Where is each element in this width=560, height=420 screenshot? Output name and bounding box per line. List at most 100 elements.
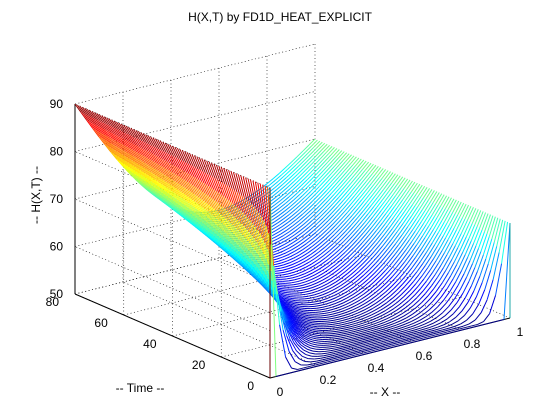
- surface-line: [373, 313, 380, 318]
- surface-line: [384, 239, 392, 248]
- surface-line: [285, 292, 292, 294]
- surface-line: [309, 352, 316, 355]
- surface-line: [360, 224, 368, 232]
- surface-line: [329, 325, 336, 328]
- surface-line: [182, 192, 190, 204]
- surface-line: [323, 316, 330, 319]
- surface-line: [296, 150, 304, 158]
- surface-line: [345, 284, 352, 290]
- surface-line: [110, 132, 118, 142]
- surface-line: [423, 298, 431, 306]
- surface-line: [306, 286, 314, 290]
- surface-line: [140, 180, 148, 188]
- surface-line: [358, 170, 366, 179]
- surface-line: [454, 288, 461, 300]
- surface-line: [320, 143, 328, 151]
- surface-line: [337, 343, 345, 347]
- surface-line: [223, 167, 231, 188]
- surface-line: [128, 158, 136, 168]
- surface-line: [246, 199, 254, 224]
- surface-line: [380, 318, 388, 322]
- surface-line: [171, 190, 179, 201]
- surface-line: [417, 304, 425, 311]
- surface-line: [160, 178, 168, 189]
- surface-line: [335, 294, 343, 299]
- surface-line: [317, 272, 324, 277]
- surface-line: [297, 241, 305, 247]
- surface-line: [148, 144, 156, 156]
- surface-line: [333, 275, 340, 281]
- surface-line: [282, 178, 290, 185]
- surface-line: [383, 226, 391, 236]
- surface-line: [340, 353, 347, 356]
- surface-line: [147, 164, 155, 175]
- surface-line: [306, 328, 313, 332]
- surface-line: [199, 205, 207, 217]
- surface-line: [325, 213, 332, 220]
- surface-line: [222, 240, 230, 250]
- surface-line: [408, 230, 416, 241]
- surface-line: [177, 206, 185, 215]
- surface-line: [254, 226, 262, 250]
- surface-line: [188, 203, 196, 214]
- surface-line: [394, 271, 402, 279]
- surface-line: [164, 174, 172, 186]
- surface-line: [313, 224, 320, 232]
- surface-line: [364, 162, 372, 171]
- surface-line: [412, 195, 420, 205]
- surface-line: [359, 345, 366, 348]
- surface-line: [409, 307, 417, 313]
- surface-line: [318, 228, 325, 235]
- surface-line: [138, 179, 146, 187]
- surface-line: [180, 191, 187, 202]
- surface-line: [125, 139, 133, 150]
- surface-line: [409, 283, 417, 292]
- surface-line: [400, 237, 408, 247]
- surface-line: [361, 287, 368, 293]
- surface-line: [353, 346, 360, 350]
- surface-line: [381, 311, 389, 316]
- surface-line: [185, 162, 193, 176]
- surface-line: [210, 229, 218, 239]
- surface-line: [411, 232, 419, 242]
- surface-line: [186, 188, 194, 201]
- surface-line: [231, 231, 239, 245]
- surface-line: [376, 245, 384, 254]
- z-tick-label: 50: [50, 287, 64, 301]
- surface-line: [109, 147, 117, 156]
- surface-line: [287, 301, 295, 305]
- surface-line: [398, 200, 406, 210]
- surface-line: [242, 176, 250, 203]
- surface-line: [309, 193, 316, 201]
- surface-line: [353, 219, 360, 228]
- surface-line: [437, 194, 445, 206]
- surface-line: [379, 190, 387, 200]
- surface-line: [358, 348, 365, 352]
- surface-line: [360, 311, 367, 315]
- surface-line: [406, 336, 413, 340]
- surface-line: [199, 216, 207, 227]
- surface-line: [321, 162, 328, 170]
- surface-line: [331, 316, 338, 320]
- surface-line: [382, 284, 390, 291]
- surface-line: [288, 251, 295, 256]
- surface-line: [356, 326, 364, 330]
- surface-line: [276, 256, 283, 260]
- surface-line: [374, 188, 382, 197]
- surface-line: [389, 346, 397, 349]
- surface-line: [386, 297, 394, 304]
- surface-line: [275, 226, 283, 231]
- surface-line: [223, 225, 231, 238]
- surface-line: [330, 321, 337, 324]
- surface-line: [226, 210, 234, 226]
- surface-line: [372, 319, 379, 323]
- surface-line: [369, 332, 376, 336]
- surface-line: [354, 314, 361, 318]
- surface-line: [225, 168, 233, 189]
- surface-line: [366, 340, 374, 343]
- surface-line: [300, 333, 308, 339]
- surface-line: [390, 184, 398, 194]
- surface-line: [231, 243, 238, 255]
- surface-line: [147, 174, 154, 184]
- surface-line: [423, 327, 430, 330]
